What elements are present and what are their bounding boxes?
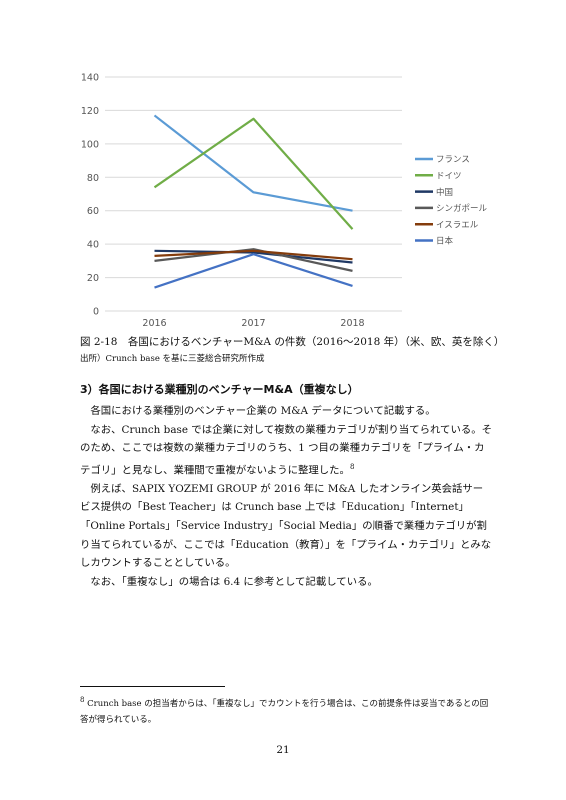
x-tick-label-2016: 2016	[142, 318, 166, 329]
footnote-text: Crunch base の担当者からは、「重複なし」でカウントを行う場合は、この…	[80, 698, 489, 725]
footnote-number: 8	[80, 696, 85, 704]
y-tick-label-20: 20	[87, 273, 99, 284]
series-line-0	[153, 114, 353, 212]
legend-label-1: ドイツ	[436, 172, 462, 182]
series-line-2	[154, 249, 353, 264]
y-tick-label-100: 100	[81, 139, 99, 150]
series-line-1	[153, 117, 354, 230]
paragraph-1: 各国における業種別のベンチャー企業の M&A データについて記載する。	[90, 405, 436, 417]
x-tick-label-2018: 2018	[340, 318, 364, 329]
y-tick-label-140: 140	[81, 73, 99, 84]
legend-label-3: シンガポール	[436, 203, 488, 214]
y-tick-label-60: 60	[87, 206, 99, 217]
y-tick-label-0: 0	[93, 307, 99, 318]
footnote-divider	[80, 686, 225, 687]
body-text: 各国における業種別のベンチャー企業の M&A データについて記載する。 なお、C…	[80, 402, 492, 591]
line-chart: 0 20 40 60 80 100 120 140 2016 2017 2018 フランスドイツ中…	[81, 73, 488, 330]
y-tick-label-40: 40	[87, 240, 99, 251]
legend-label-4: イスラエル	[436, 220, 479, 230]
footnote: 8 Crunch base の担当者からは、「重複なし」でカウントを行う場合は、…	[80, 692, 492, 728]
figure-caption: 図 2-18 各国におけるベンチャーM&A の件数（2016～2018 年）（米…	[80, 336, 505, 348]
page-number: 21	[276, 744, 290, 756]
footnote-ref: 8	[349, 462, 355, 471]
legend-label-5: 日本	[436, 236, 454, 247]
legend-label-0: フランス	[436, 155, 470, 165]
series-line-4	[154, 249, 353, 261]
section-heading: 3）各国における業種別のベンチャーM&A（重複なし）	[80, 383, 359, 396]
paragraph-4: なお、「重複なし」の場合は 6.4 に参考として記載している。	[90, 575, 378, 588]
paragraph-2: なお、Crunch base では企業に対して複数の業種カテゴリが割り当てられて…	[80, 421, 492, 480]
y-tick-label-120: 120	[81, 106, 99, 117]
series-line-5	[154, 253, 353, 289]
figure-source: 出所）Crunch base を基に三菱総合研究所作成	[80, 354, 265, 364]
y-tick-label-80: 80	[87, 173, 99, 184]
legend-label-2: 中国	[436, 187, 453, 198]
series-line-3	[154, 248, 353, 272]
x-tick-label-2017: 2017	[241, 318, 265, 329]
paragraph-2-text: なお、Crunch base では企業に対して複数の業種カテゴリが割り当てられて…	[80, 423, 493, 477]
paragraph-3: 例えば、SAPIX YOZEMI GROUP が 2016 年に M&A したオ…	[80, 482, 492, 570]
